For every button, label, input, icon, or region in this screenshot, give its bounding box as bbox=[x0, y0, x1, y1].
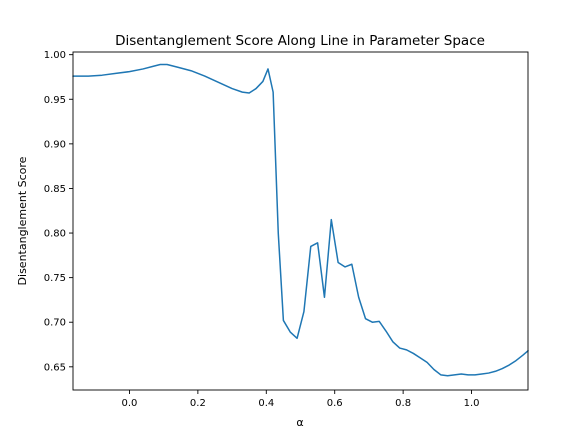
y-tick-label: 1.00 bbox=[44, 50, 66, 61]
y-tick-label: 0.70 bbox=[44, 318, 66, 329]
series-line bbox=[72, 63, 529, 377]
x-tick-label: 0.4 bbox=[258, 398, 274, 409]
y-tick-label: 0.95 bbox=[44, 95, 66, 106]
x-tick-label: 0.8 bbox=[395, 398, 411, 409]
y-tick-label: 0.85 bbox=[44, 184, 66, 195]
y-tick-label: 0.65 bbox=[44, 362, 66, 373]
plot-background bbox=[73, 52, 528, 390]
x-axis-label: α bbox=[296, 416, 303, 429]
y-axis-label: Disentanglement Score bbox=[16, 156, 29, 285]
chart-title: Disentanglement Score Along Line in Para… bbox=[115, 33, 485, 49]
x-tick-label: 0.0 bbox=[121, 398, 137, 409]
x-tick-label: 1.0 bbox=[464, 398, 480, 409]
y-tick-label: 0.75 bbox=[44, 273, 66, 284]
plot-frame bbox=[72, 51, 529, 391]
x-tick-label: 0.6 bbox=[327, 398, 343, 409]
y-axis-ticks: 0.65 0.70 0.75 0.80 0.85 0.90 0.95 1.00 bbox=[44, 50, 73, 373]
y-tick-label: 0.80 bbox=[44, 229, 66, 240]
y-tick-label: 0.90 bbox=[44, 139, 66, 150]
x-tick-label: 0.2 bbox=[190, 398, 206, 409]
x-axis-ticks: 0.0 0.2 0.4 0.6 0.8 1.0 bbox=[121, 390, 480, 409]
